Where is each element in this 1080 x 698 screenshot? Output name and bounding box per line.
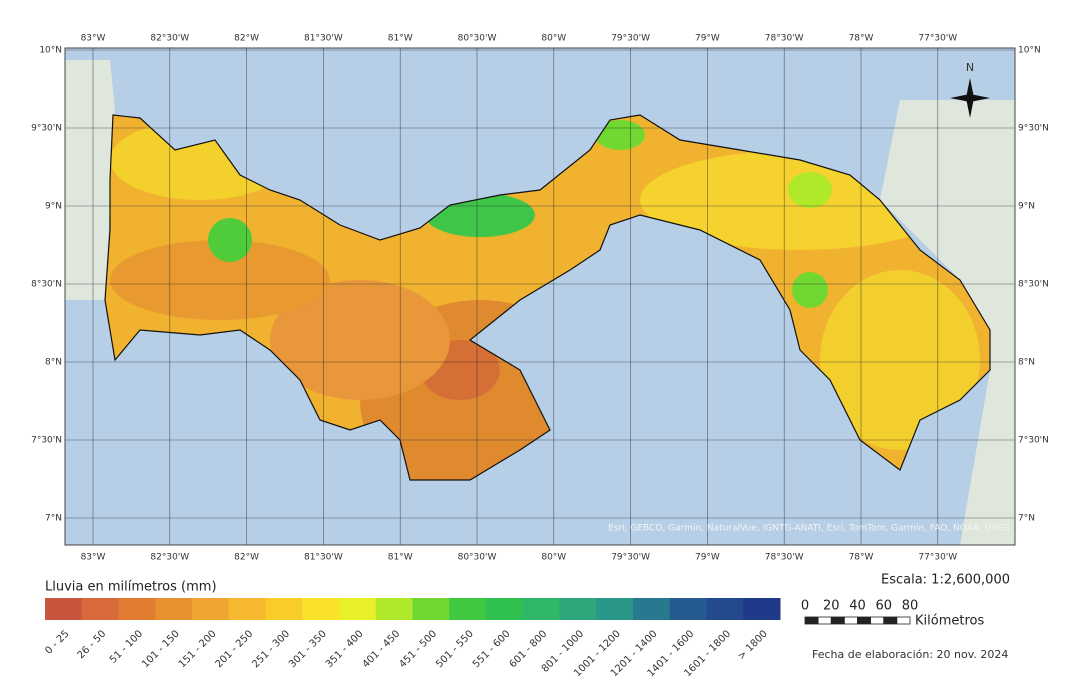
legend-swatch — [118, 598, 156, 620]
legend-label: 351 - 400 — [324, 628, 366, 670]
legend-swatch — [155, 598, 193, 620]
legend-swatch — [375, 598, 413, 620]
lon-label-bottom: 79°W — [695, 553, 720, 563]
legend-swatch — [706, 598, 744, 620]
legend-swatch — [192, 598, 230, 620]
scale-tick: 20 — [823, 599, 840, 614]
lat-label-right: 10°N — [1018, 46, 1041, 56]
scale-segment — [857, 616, 872, 625]
colombia — [880, 100, 1015, 545]
legend-label: > 1800 — [736, 628, 770, 662]
legend-swatch — [302, 598, 340, 620]
lon-label-bottom: 79°30'W — [611, 553, 650, 563]
lon-label-top: 83°W — [81, 34, 106, 44]
lon-label-bottom: 78°30'W — [765, 553, 804, 563]
scale-segment — [843, 616, 858, 625]
scale-segment — [804, 616, 819, 625]
lon-label-bottom: 80°W — [541, 553, 566, 563]
lat-label-left: 7°N — [45, 514, 62, 524]
lon-label-top: 81°30'W — [304, 34, 343, 44]
lon-label-bottom: 82°30'W — [150, 553, 189, 563]
legend-label: 301 - 350 — [287, 628, 329, 670]
lat-label-right: 7°30'N — [1018, 436, 1049, 446]
scale-segment — [817, 616, 832, 625]
legend-swatch — [449, 598, 487, 620]
legend-swatch — [265, 598, 303, 620]
legend-label: 101 - 150 — [140, 628, 182, 670]
legend-swatch — [81, 598, 119, 620]
legend-swatch — [486, 598, 524, 620]
lat-label-left: 10°N — [39, 46, 62, 56]
north-arrow: N — [950, 61, 990, 118]
scale-unit: Kilómetros — [915, 614, 984, 629]
legend-swatch — [522, 598, 560, 620]
lon-label-bottom: 77°30'W — [918, 553, 957, 563]
lon-label-bottom: 81°W — [388, 553, 413, 563]
legend-label: 551 - 600 — [471, 628, 513, 670]
lat-label-left: 7°30'N — [31, 436, 62, 446]
lat-label-left: 9°N — [45, 202, 62, 212]
lon-label-top: 82°W — [234, 34, 259, 44]
lon-label-top: 79°W — [695, 34, 720, 44]
legend-title: Lluvia en milímetros (mm) — [45, 580, 217, 595]
legend-swatch — [633, 598, 671, 620]
lon-label-top: 82°30'W — [150, 34, 189, 44]
lon-label-top: 78°W — [849, 34, 874, 44]
lat-label-left: 9°30'N — [31, 124, 62, 134]
graticule — [65, 48, 1015, 545]
lon-label-bottom: 78°W — [849, 553, 874, 563]
lat-label-right: 8°N — [1018, 358, 1035, 368]
lon-label-top: 78°30'W — [765, 34, 804, 44]
lat-label-right: 9°N — [1018, 202, 1035, 212]
legend-label: 501 - 550 — [434, 628, 476, 670]
legend-label: 51 - 100 — [108, 628, 145, 665]
lon-label-top: 79°30'W — [611, 34, 650, 44]
legend-swatch — [669, 598, 707, 620]
legend-label: 0 - 25 — [43, 628, 71, 656]
attribution: Esri, GEBCO, Garmin, NaturalVue, IGNTG-A… — [608, 524, 1010, 534]
scale-tick: 40 — [849, 599, 866, 614]
lon-label-bottom: 82°W — [234, 553, 259, 563]
legend-label: 251 - 300 — [250, 628, 292, 670]
scale-tick: 80 — [902, 599, 919, 614]
date: Fecha de elaboración: 20 nov. 2024 — [812, 648, 1008, 661]
legend-label: 451 - 500 — [397, 628, 439, 670]
legend-swatch — [596, 598, 634, 620]
north-label: N — [966, 61, 974, 74]
legend-label: 26 - 50 — [76, 628, 109, 661]
legend-label: 401 - 450 — [361, 628, 403, 670]
lat-label-right: 7°N — [1018, 514, 1035, 524]
legend-swatch — [45, 598, 83, 620]
legend-swatch — [412, 598, 450, 620]
legend-label: 201 - 250 — [214, 628, 256, 670]
costa-rica — [65, 60, 115, 300]
legend-label: 151 - 200 — [177, 628, 219, 670]
legend-swatch — [228, 598, 266, 620]
lat-label-right: 8°30'N — [1018, 280, 1049, 290]
scale-segment — [830, 616, 845, 625]
lon-label-bottom: 83°W — [81, 553, 106, 563]
legend-swatch — [339, 598, 377, 620]
lat-label-left: 8°N — [45, 358, 62, 368]
legend-swatch — [743, 598, 781, 620]
scale-segment — [870, 616, 885, 625]
lat-label-right: 9°30'N — [1018, 124, 1049, 134]
lon-label-top: 77°30'W — [918, 34, 957, 44]
lon-label-bottom: 81°30'W — [304, 553, 343, 563]
lon-label-top: 81°W — [388, 34, 413, 44]
frame-border — [64, 47, 1016, 546]
scale-segment — [883, 616, 898, 625]
map-frame: Esri, GEBCO, Garmin, NaturalVue, IGNTG-A… — [65, 48, 1015, 545]
lon-label-top: 80°W — [541, 34, 566, 44]
scale-segment — [896, 616, 911, 625]
lon-label-bottom: 80°30'W — [458, 553, 497, 563]
scale-text: Escala: 1:2,600,000 — [881, 573, 1010, 588]
scale-tick: 0 — [801, 599, 809, 614]
lon-label-top: 80°30'W — [458, 34, 497, 44]
legend-swatch — [559, 598, 597, 620]
scale-tick: 60 — [875, 599, 892, 614]
lat-label-left: 8°30'N — [31, 280, 62, 290]
